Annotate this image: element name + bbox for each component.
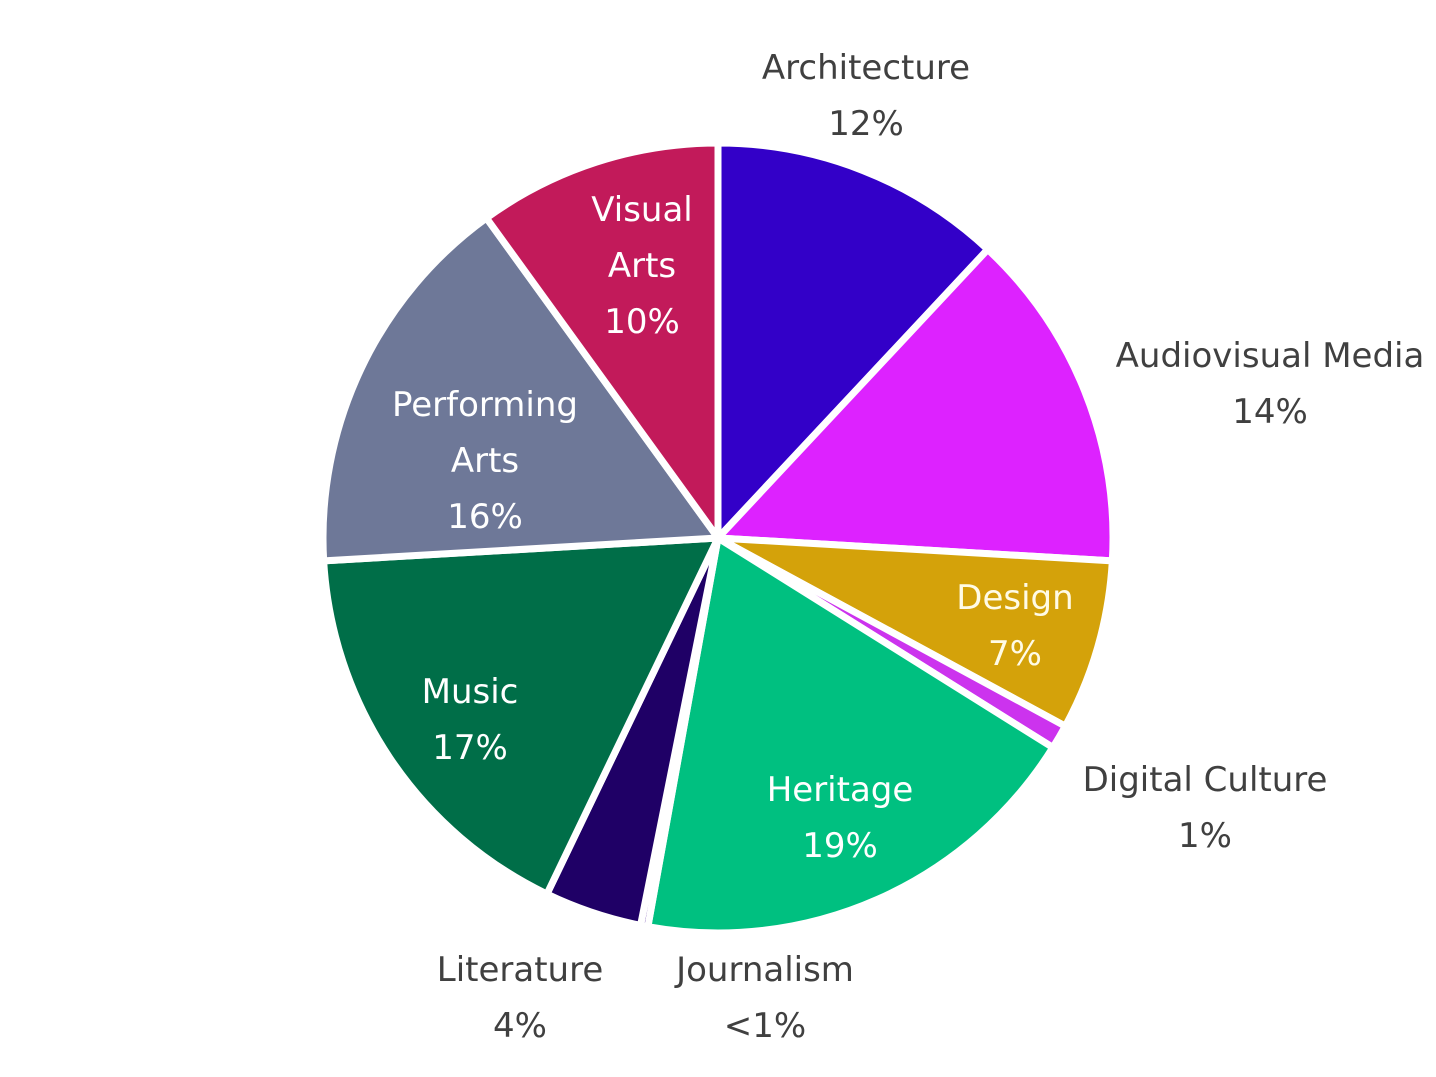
slice-label: Music 17% — [370, 664, 570, 776]
pie-slice — [644, 534, 1057, 937]
value-label: 17% — [432, 728, 508, 768]
slice-label: Visual Arts 10% — [567, 182, 717, 350]
category-label: Journalism — [676, 950, 854, 990]
slice-label: Digital Culture 1% — [1005, 752, 1405, 864]
slice-label: Performing Arts 16% — [365, 377, 605, 545]
slice-label: Literature 4% — [370, 942, 670, 1054]
pie-slice — [320, 534, 722, 898]
slice-label: Audiovisual Media 14% — [1070, 328, 1436, 440]
pie-slice — [319, 214, 722, 565]
category-label: Music — [421, 672, 519, 712]
slice-label: Design 7% — [915, 570, 1115, 682]
value-label: 7% — [988, 634, 1042, 674]
pie-slice — [714, 245, 1117, 565]
category-label: Performing Arts — [391, 385, 579, 481]
category-label: Literature — [436, 950, 604, 990]
value-label: 1% — [1178, 816, 1232, 856]
pie-slice — [714, 139, 992, 542]
value-label: 16% — [447, 497, 523, 537]
category-label: Audiovisual Media — [1115, 336, 1425, 376]
category-label: Architecture — [761, 48, 971, 88]
category-label: Visual Arts — [591, 190, 693, 286]
pie-slice — [482, 139, 722, 542]
slice-label: Architecture 12% — [666, 40, 1066, 152]
category-label: Design — [956, 578, 1074, 618]
category-label: Digital Culture — [1082, 760, 1328, 800]
pie-slice — [714, 534, 1116, 730]
value-label: 19% — [802, 826, 878, 866]
slice-label: Heritage 19% — [690, 762, 990, 874]
value-label: 12% — [828, 104, 904, 144]
value-label: <1% — [723, 1006, 807, 1046]
category-label: Heritage — [766, 770, 914, 810]
slice-label: Journalism <1% — [615, 942, 915, 1054]
value-label: 14% — [1232, 392, 1308, 432]
value-label: 10% — [604, 302, 680, 342]
value-label: 4% — [493, 1006, 547, 1046]
